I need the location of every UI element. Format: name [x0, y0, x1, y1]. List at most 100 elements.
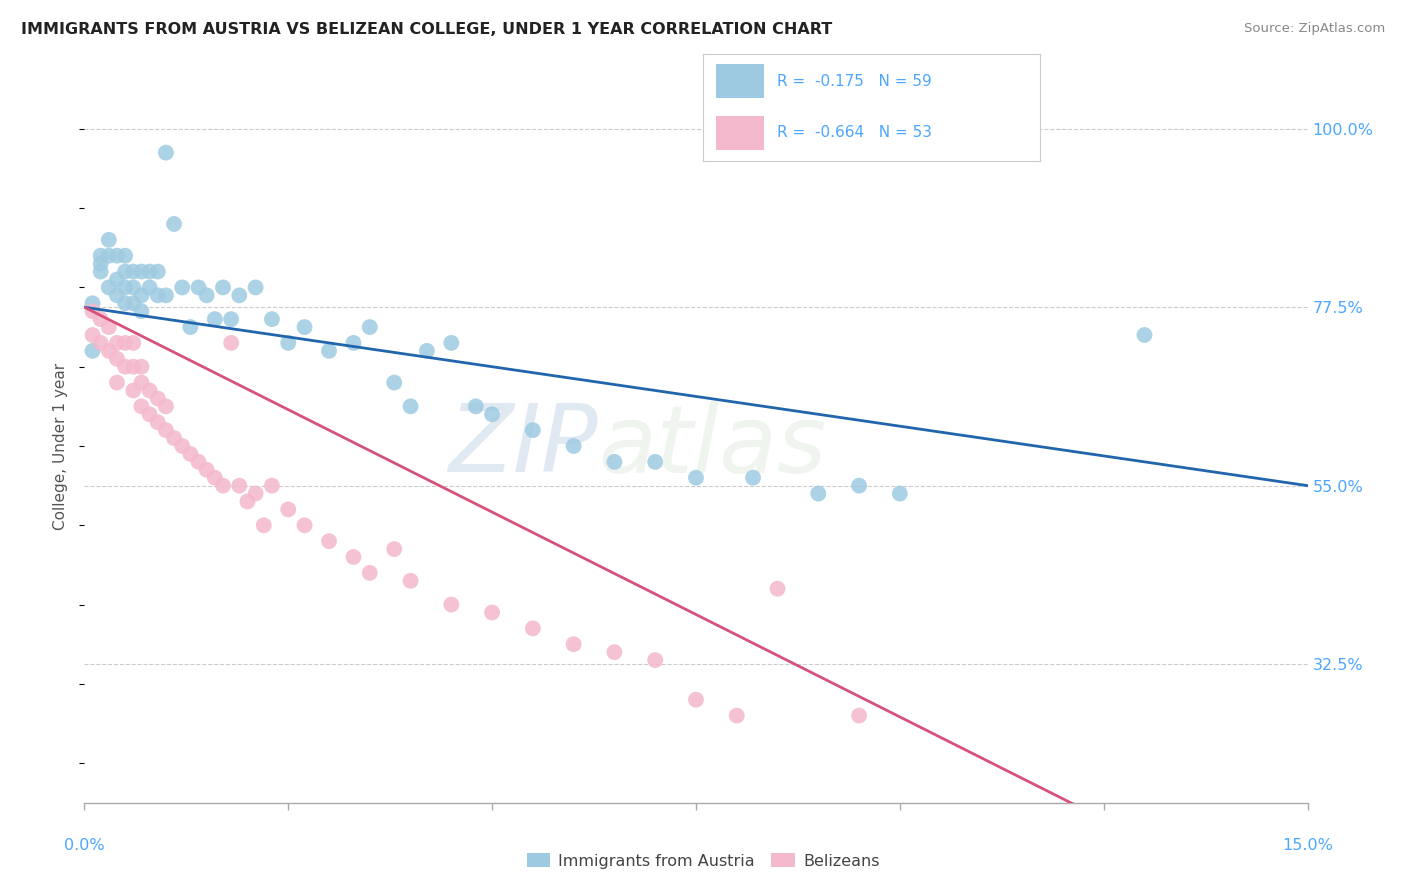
Point: [97, 249, 120, 263]
Point: [97, 320, 120, 334]
Point: [294, 320, 316, 334]
Text: atlas: atlas: [598, 401, 827, 491]
Point: [105, 288, 128, 302]
Point: [172, 280, 194, 294]
Point: [522, 621, 544, 635]
Point: [105, 272, 128, 286]
Point: [146, 392, 169, 406]
Point: [766, 582, 789, 596]
Point: [685, 692, 707, 706]
Point: [382, 542, 405, 557]
Point: [260, 478, 283, 492]
Point: [82, 304, 104, 318]
Point: [82, 296, 104, 310]
Point: [146, 264, 169, 278]
Point: [342, 335, 364, 350]
Text: R =  -0.175   N = 59: R = -0.175 N = 59: [778, 74, 932, 89]
Point: [82, 328, 104, 343]
Point: [204, 471, 226, 485]
Point: [131, 400, 153, 414]
Point: [440, 335, 463, 350]
Point: [122, 335, 145, 350]
Point: [155, 145, 177, 160]
Point: [90, 312, 112, 326]
Point: [90, 335, 112, 350]
Point: [131, 376, 153, 390]
Point: [219, 312, 242, 326]
Point: [114, 280, 136, 294]
Point: [138, 264, 160, 278]
Text: R =  -0.664   N = 53: R = -0.664 N = 53: [778, 125, 932, 140]
Point: [195, 463, 218, 477]
Point: [131, 264, 153, 278]
Point: [114, 249, 136, 263]
Point: [603, 645, 626, 659]
Point: [82, 343, 104, 358]
Point: [245, 486, 267, 500]
Point: [440, 598, 463, 612]
Point: [318, 534, 340, 549]
Point: [172, 439, 194, 453]
Point: [122, 359, 145, 374]
Point: [179, 447, 201, 461]
Point: [122, 280, 145, 294]
Point: [97, 233, 120, 247]
Point: [163, 431, 186, 445]
Point: [105, 351, 128, 366]
Point: [122, 264, 145, 278]
Point: [187, 280, 209, 294]
Point: [1133, 328, 1156, 343]
Point: [253, 518, 276, 533]
Point: [187, 455, 209, 469]
Point: [382, 376, 405, 390]
Point: [131, 304, 153, 318]
Point: [260, 312, 283, 326]
Point: [179, 320, 201, 334]
Point: [90, 249, 112, 263]
Text: IMMIGRANTS FROM AUSTRIA VS BELIZEAN COLLEGE, UNDER 1 YEAR CORRELATION CHART: IMMIGRANTS FROM AUSTRIA VS BELIZEAN COLL…: [21, 22, 832, 37]
Point: [294, 518, 316, 533]
Point: [90, 257, 112, 271]
Point: [163, 217, 186, 231]
Point: [522, 423, 544, 437]
Point: [114, 296, 136, 310]
Point: [105, 376, 128, 390]
Point: [97, 280, 120, 294]
Point: [481, 407, 503, 421]
Point: [399, 400, 422, 414]
Text: 0.0%: 0.0%: [65, 838, 104, 854]
Point: [399, 574, 422, 588]
Y-axis label: College, Under 1 year: College, Under 1 year: [53, 362, 69, 530]
Point: [131, 359, 153, 374]
Point: [277, 335, 299, 350]
Point: [138, 280, 160, 294]
FancyBboxPatch shape: [717, 64, 763, 98]
Point: [138, 384, 160, 398]
Point: [114, 335, 136, 350]
Point: [146, 288, 169, 302]
Point: [131, 288, 153, 302]
Text: Source: ZipAtlas.com: Source: ZipAtlas.com: [1244, 22, 1385, 36]
Point: [464, 400, 486, 414]
Point: [114, 264, 136, 278]
Point: [114, 359, 136, 374]
Point: [138, 407, 160, 421]
FancyBboxPatch shape: [717, 116, 763, 150]
Point: [562, 637, 585, 651]
Text: ZIP: ZIP: [449, 401, 598, 491]
Point: [212, 280, 235, 294]
Point: [644, 455, 666, 469]
Point: [807, 486, 830, 500]
Point: [228, 288, 250, 302]
Point: [848, 478, 870, 492]
Point: [685, 471, 707, 485]
Point: [97, 343, 120, 358]
Point: [359, 320, 381, 334]
Text: 15.0%: 15.0%: [1282, 838, 1333, 854]
Point: [359, 566, 381, 580]
Point: [122, 384, 145, 398]
Point: [245, 280, 267, 294]
Point: [562, 439, 585, 453]
Point: [481, 606, 503, 620]
Point: [105, 335, 128, 350]
